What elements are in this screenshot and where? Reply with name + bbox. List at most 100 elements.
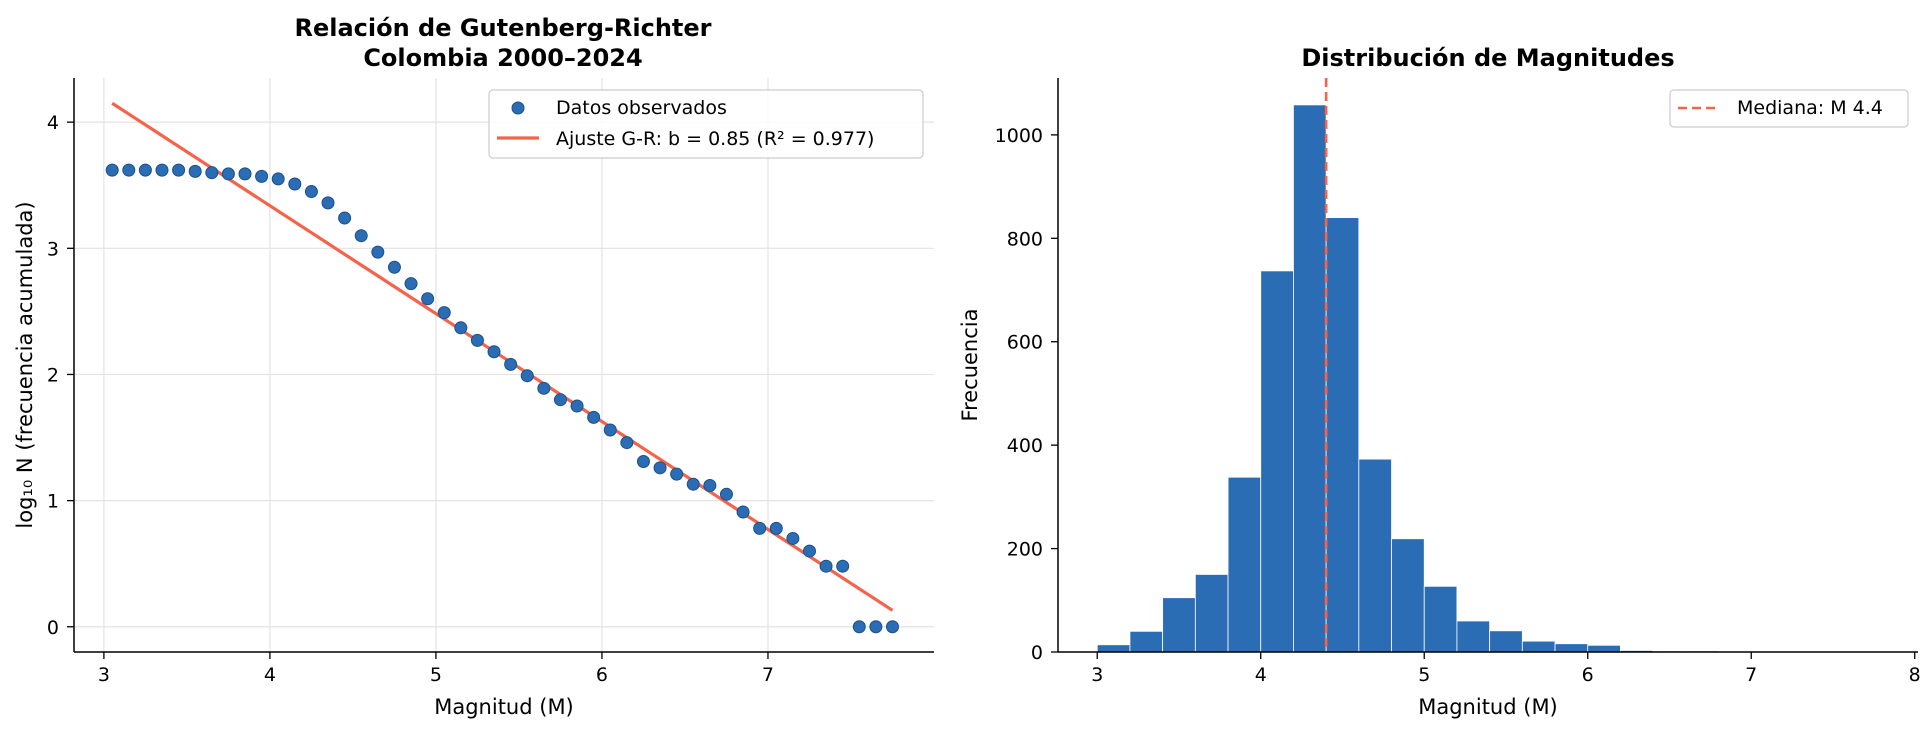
data-point [238,167,252,181]
data-point [155,163,169,177]
left-y-tick-label: 1 [47,491,59,513]
histogram-bar [1260,270,1294,653]
data-point [852,620,866,634]
data-point [570,399,584,413]
data-point [520,369,534,383]
histogram-bar [1227,476,1262,653]
magnitude-distribution-panel: Distribución de Magnitudes 3 4 5 6 7 8 0 200 400… [958,44,1921,719]
data-point [636,455,650,469]
legend-scatter-label: Datos observados [556,97,727,119]
data-point [105,163,119,177]
data-point [587,410,601,424]
histogram-bar [1587,644,1621,653]
histogram-bar [1293,104,1327,653]
histogram-bar [1521,640,1556,653]
data-point [753,521,767,535]
right-x-tick-label: 6 [1582,664,1594,686]
data-point [653,461,667,475]
data-point [802,544,816,558]
left-legend: Datos observados Ajuste G-R: b = 0.85 (R… [488,89,924,159]
data-point [703,478,717,492]
legend-median-label: Mediana: M 4.4 [1737,97,1883,119]
left-legend-box [488,89,924,159]
data-point [786,531,800,545]
right-y-tick-label: 400 [1007,435,1043,457]
legend-scatter-marker [511,101,525,115]
data-point [603,423,617,437]
right-ticks: 3 4 5 6 7 8 0 200 400 600 800 1000 [995,125,1921,686]
data-point [620,436,634,450]
data-point [255,169,269,183]
data-point [221,167,235,181]
right-plot-area [1096,78,1883,653]
data-point [670,467,684,481]
right-x-tick-label: 4 [1255,664,1267,686]
data-point [288,177,302,191]
data-point [487,345,501,359]
data-point [387,260,401,274]
left-y-tick-label: 0 [47,617,59,639]
histogram-bar [1456,620,1491,653]
histogram-bar [1162,597,1196,653]
data-point [885,620,899,634]
left-title-line-2: Colombia 2000–2024 [363,44,642,72]
data-point [719,487,733,501]
histogram-bar [1358,458,1392,653]
left-y-tick-label: 3 [47,238,59,260]
left-y-tick-label: 2 [47,364,59,386]
histogram-bar [1391,538,1425,653]
left-y-tick-label: 4 [47,112,59,134]
data-point [553,393,567,407]
data-point [869,620,883,634]
right-x-tick-label: 5 [1418,664,1430,686]
right-title: Distribución de Magnitudes [1301,44,1674,72]
histogram-bar [1325,217,1360,653]
data-point [537,381,551,395]
gutenberg-richter-panel: Relación de Gutenberg-Richter Colombia 2… [13,14,934,719]
legend-fit-label: Ajuste G-R: b = 0.85 (R² = 0.977) [556,128,874,150]
data-point [769,521,783,535]
data-point [421,292,435,306]
histogram-bar [1194,574,1229,653]
data-point [188,164,202,178]
left-x-tick-label: 3 [98,664,110,686]
left-title-line-1: Relación de Gutenberg-Richter [294,14,711,42]
right-y-tick-label: 600 [1007,332,1043,354]
data-point [172,163,186,177]
data-point [404,277,418,291]
data-point [122,163,136,177]
data-point [836,559,850,573]
data-point [304,185,318,199]
data-point [354,229,368,243]
data-point [504,357,518,371]
right-legend-box [1669,89,1909,128]
data-point [437,306,451,320]
left-x-tick-label: 4 [264,664,276,686]
data-point [819,559,833,573]
right-y-tick-label: 800 [1007,228,1043,250]
left-x-axis-label: Magnitud (M) [434,695,574,719]
left-y-axis-label: log₁₀ N (frecuencia acumulada) [13,201,37,528]
data-point [271,172,285,186]
left-plot-area [105,101,899,634]
data-point [736,505,750,519]
data-point [205,166,219,180]
right-x-tick-label: 7 [1745,664,1757,686]
left-x-tick-label: 6 [596,664,608,686]
left-x-tick-label: 7 [762,664,774,686]
right-x-axis-label: Magnitud (M) [1418,695,1558,719]
data-point [138,163,152,177]
right-x-tick-label: 8 [1909,664,1921,686]
data-point [321,196,335,210]
data-point [371,245,385,259]
left-x-tick-label: 5 [430,664,442,686]
histogram-bar [1096,644,1131,653]
right-x-tick-label: 3 [1091,664,1103,686]
data-point [338,211,352,225]
left-ticks: 3 4 5 6 7 0 1 2 3 4 [47,112,774,686]
right-y-tick-label: 1000 [995,125,1043,147]
data-point [686,477,700,491]
right-y-tick-label: 200 [1007,539,1043,561]
histogram-bar [1554,643,1589,653]
